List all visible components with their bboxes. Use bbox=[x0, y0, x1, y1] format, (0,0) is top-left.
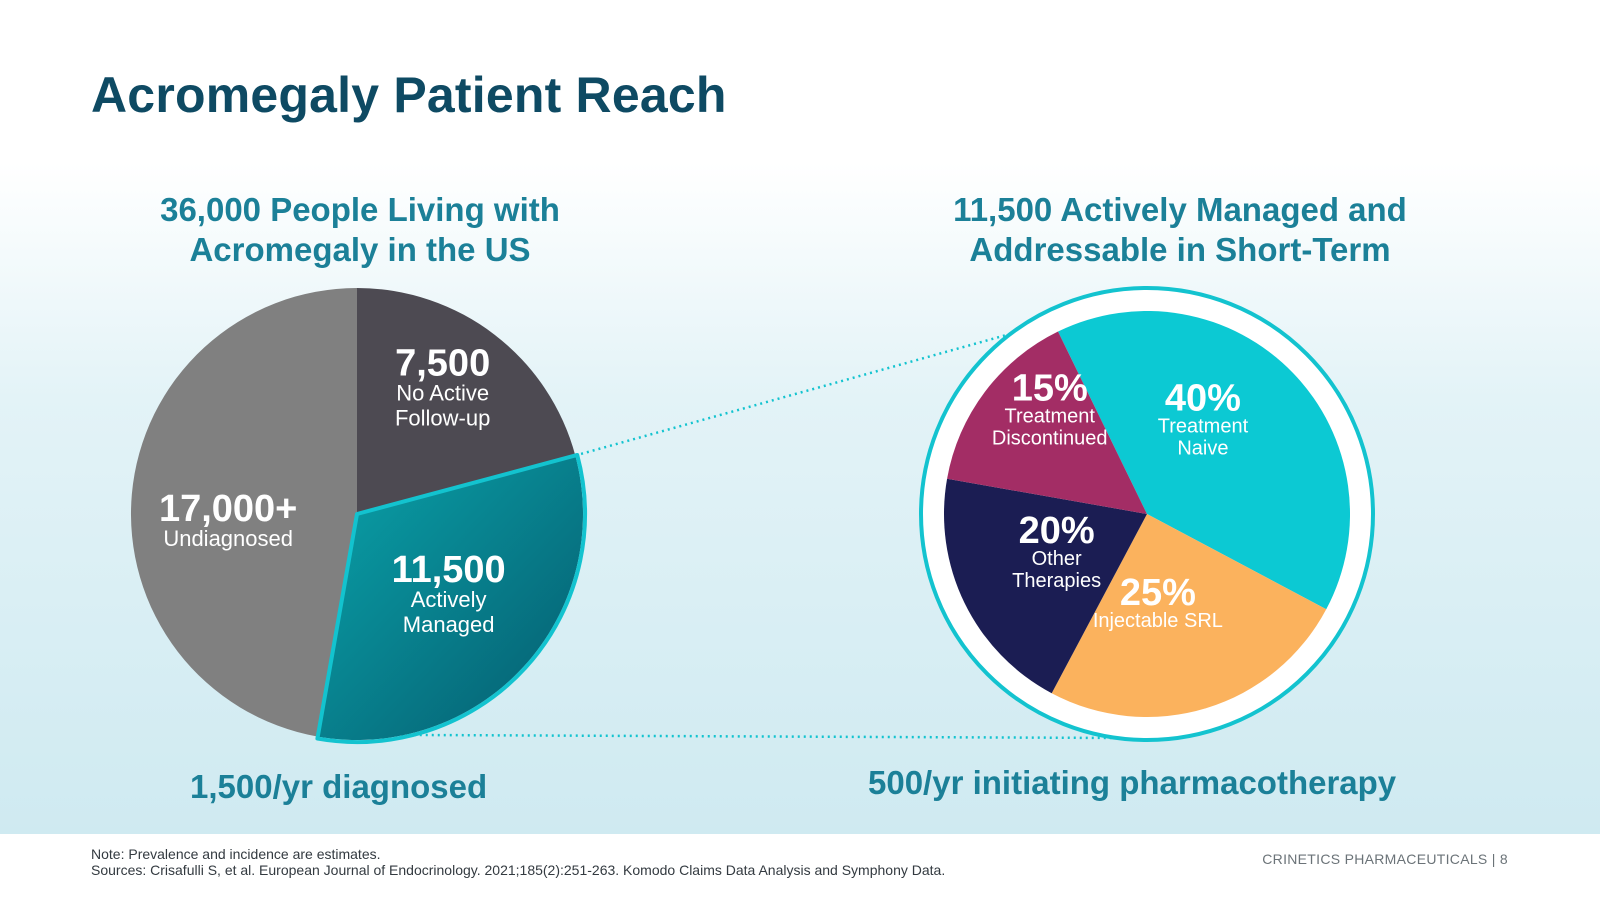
page-title: Acromegaly Patient Reach bbox=[91, 67, 727, 123]
footnote: Note: Prevalence and incidence are estim… bbox=[91, 846, 945, 878]
footer-brand: CRINETICS PHARMACEUTICALS | 8 bbox=[1262, 851, 1508, 867]
footnote-line1: Note: Prevalence and incidence are estim… bbox=[91, 846, 381, 862]
right-pie-slice-treatment-discontinued bbox=[947, 331, 1147, 514]
left-heading-line1: 36,000 People Living with bbox=[160, 191, 560, 228]
right-treatment-naive-category-label: Treatment bbox=[1158, 416, 1249, 438]
page-number: 8 bbox=[1499, 851, 1508, 867]
right-heading-line2: Addressable in Short-Term bbox=[969, 231, 1391, 268]
upper-connector-line bbox=[574, 325, 1036, 457]
active-slice-highlight bbox=[315, 452, 587, 744]
left-pie-slice-actively-managed bbox=[317, 455, 584, 741]
left-heading-line2: Acromegaly in the US bbox=[189, 231, 531, 268]
right-other-therapies-category-label: Therapies bbox=[1012, 570, 1101, 592]
left-no-active-follow-up-category-label: No Active bbox=[396, 380, 489, 405]
right-treatment-discontinued-category-label: Treatment bbox=[1005, 406, 1096, 428]
right-bottom-annotation: 500/yr initiating pharmacotherapy bbox=[868, 764, 1397, 801]
left-undiagnosed-category-label: Undiagnosed bbox=[163, 526, 293, 551]
left-actively-managed-category-label: Managed bbox=[403, 612, 495, 637]
left-chart-heading: 36,000 People Living with Acromegaly in … bbox=[110, 190, 610, 270]
left-actively-managed-value-label: 11,500 bbox=[392, 549, 506, 591]
right-pie-slice-other-therapies bbox=[943, 478, 1147, 694]
footnote-line2: Sources: Crisafulli S, et al. European J… bbox=[91, 862, 946, 878]
right-pie-slice-injectable-srl bbox=[1051, 514, 1327, 718]
left-no-active-follow-up-value-label: 7,500 bbox=[395, 342, 490, 384]
zoom-connector-lines bbox=[317, 325, 1121, 740]
right-treatment-discontinued-value-label: 15% bbox=[1012, 368, 1088, 410]
right-injectable-srl-category-label: Injectable SRL bbox=[1093, 610, 1223, 632]
right-chart-heading: 11,500 Actively Managed and Addressable … bbox=[870, 190, 1490, 270]
right-treatment-discontinued-category-label: Discontinued bbox=[992, 428, 1108, 450]
right-heading-line1: 11,500 Actively Managed and bbox=[953, 191, 1407, 228]
right-other-therapies-category-label: Other bbox=[1032, 548, 1082, 570]
right-injectable-srl-value-label: 25% bbox=[1120, 572, 1196, 614]
left-pie-chart bbox=[130, 288, 587, 744]
company-name: CRINETICS PHARMACEUTICALS bbox=[1262, 851, 1488, 867]
right-treatment-naive-category-label: Naive bbox=[1177, 438, 1228, 460]
right-pie-slice-treatment-naive bbox=[1058, 310, 1351, 610]
right-treatment-naive-value-label: 40% bbox=[1165, 378, 1241, 420]
left-pie-slice-undiagnosed bbox=[130, 288, 357, 737]
left-no-active-follow-up-category-label: Follow-up bbox=[395, 405, 490, 430]
left-actively-managed-category-label: Actively bbox=[411, 587, 487, 612]
left-pie-slice-no-active-follow-up bbox=[357, 288, 576, 514]
left-bottom-annotation: 1,500/yr diagnosed bbox=[190, 768, 488, 805]
right-pie-chart bbox=[943, 310, 1351, 718]
lower-connector-line bbox=[317, 733, 1121, 740]
left-undiagnosed-value-label: 17,000+ bbox=[159, 488, 297, 530]
right-other-therapies-value-label: 20% bbox=[1019, 510, 1095, 552]
footer-separator: | bbox=[1491, 851, 1496, 867]
